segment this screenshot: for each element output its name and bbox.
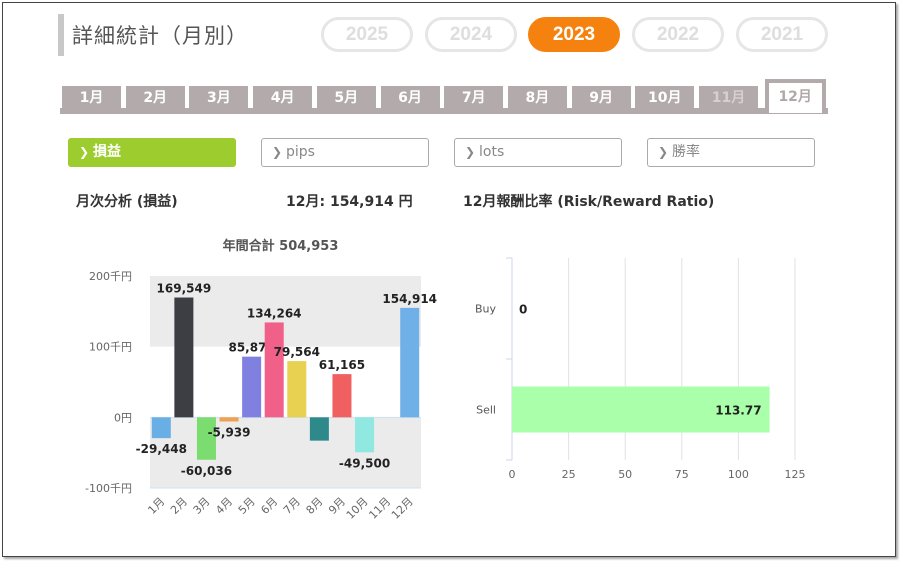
filter-label: pips: [286, 144, 315, 160]
y-tick-label: 200千円: [89, 270, 132, 283]
data-label-6: 134,264: [247, 306, 302, 320]
x-tick-label: 25: [562, 468, 576, 481]
x-tick-label: 3月: [191, 495, 213, 517]
x-tick-label: 0: [509, 468, 516, 481]
x-tick-label: 4月: [213, 495, 235, 517]
x-tick-label: 75: [675, 468, 689, 481]
monthly-pl-chart: 年間合計 504,953 200千円 100千円 0円 -100千円 -29,448 1月 1…: [85, 238, 437, 522]
bar-3: [196, 417, 216, 460]
filter-button-pl[interactable]: ❯ 損益: [68, 138, 236, 167]
bar-9: [332, 374, 352, 418]
month-tab-9[interactable]: 9月: [571, 86, 631, 111]
chevron-right-icon: ❯: [465, 145, 476, 159]
month-tab-7[interactable]: 7月: [444, 86, 504, 111]
rr-ratio-title: 12月報酬比率 (Risk/Reward Ratio): [463, 194, 715, 210]
month-tab-11[interactable]: 11月: [699, 86, 758, 111]
page-title: 詳細統計（月別）: [72, 24, 248, 48]
data-label-10: -49,500: [339, 456, 390, 470]
title-accent-bar: [58, 14, 64, 56]
monthly-analysis-label: 月次分析 (損益): [76, 194, 178, 210]
x-tick-label: 8月: [304, 495, 326, 517]
chevron-right-icon: ❯: [658, 145, 669, 159]
x-tick-label: 7月: [281, 495, 303, 517]
y-category-label: Sell: [476, 404, 496, 417]
year-button-2023[interactable]: 2023: [528, 17, 620, 52]
y-category-label: Buy: [475, 303, 497, 316]
bar-2: [174, 297, 194, 418]
bar-10: [355, 417, 375, 453]
x-tick-label: 10月: [344, 495, 371, 522]
month-tab-5[interactable]: 5月: [316, 86, 376, 111]
y-tick-label: -100千円: [85, 482, 132, 495]
data-label-sell: 113.77: [715, 404, 761, 418]
data-label-7: 79,564: [274, 345, 320, 359]
month-tab-8[interactable]: 8月: [507, 86, 567, 111]
bar-5: [242, 356, 262, 418]
bar-8: [309, 417, 329, 441]
month-tab-6[interactable]: 6月: [380, 86, 440, 111]
bar-sell: [512, 386, 770, 433]
x-tick-label: 1月: [145, 495, 167, 517]
x-tick-label: 12月: [389, 495, 416, 522]
x-tick-label: 6月: [258, 495, 280, 517]
year-button-2025[interactable]: 2025: [321, 17, 413, 52]
year-button-2024[interactable]: 2024: [425, 17, 517, 52]
shaded-band-1: [150, 276, 421, 347]
data-label-2: 169,549: [157, 282, 212, 296]
filter-button-lots[interactable]: ❯ lots: [454, 138, 622, 167]
month-tab-10[interactable]: 10月: [635, 86, 695, 111]
x-tick-label: 5月: [236, 495, 258, 517]
data-label-5: 85,872: [228, 341, 274, 355]
data-label-4: -5,939: [208, 426, 251, 440]
month-tabs-baseline: [60, 108, 828, 114]
data-label-9: 61,165: [319, 358, 365, 372]
month-tab-4[interactable]: 4月: [253, 86, 313, 111]
month-total-value: 12月: 154,914 円: [286, 194, 413, 210]
filter-label: lots: [479, 144, 505, 160]
month-tab-3[interactable]: 3月: [189, 86, 249, 111]
month-tab-1[interactable]: 1月: [62, 86, 121, 111]
data-label-3: -60,036: [181, 464, 232, 478]
bar-1: [151, 417, 171, 439]
x-tick-label: 2月: [168, 495, 190, 517]
chevron-right-icon: ❯: [272, 145, 283, 159]
filter-label: 勝率: [672, 144, 700, 160]
filter-label: 損益: [93, 144, 121, 160]
risk-reward-chart: 0 25 50 75 100 125 Buy 0 Sell 113.77: [475, 257, 806, 481]
bar-6: [264, 322, 284, 418]
bar-7: [287, 361, 307, 418]
chevron-right-icon: ❯: [79, 145, 90, 159]
bar-4: [219, 417, 239, 422]
year-button-2022[interactable]: 2022: [632, 17, 724, 52]
data-label-buy: 0: [519, 303, 527, 317]
chart-title: 年間合計 504,953: [223, 238, 339, 254]
x-tick-label: 50: [618, 468, 632, 481]
x-tick-label: 100: [728, 468, 749, 481]
year-button-2021[interactable]: 2021: [736, 17, 828, 52]
x-tick-label: 11月: [366, 495, 393, 522]
month-tab-12[interactable]: 12月: [764, 79, 826, 113]
y-tick-label: 100千円: [89, 341, 132, 354]
filter-button-win-rate[interactable]: ❯ 勝率: [647, 138, 815, 167]
data-label-1: -29,448: [136, 442, 187, 456]
x-tick-label: 125: [785, 468, 806, 481]
y-tick-label: 0円: [114, 411, 132, 424]
data-label-12: 154,914: [382, 292, 437, 306]
shaded-band-2: [150, 417, 421, 488]
month-tab-2[interactable]: 2月: [125, 86, 185, 111]
filter-button-pips[interactable]: ❯ pips: [261, 138, 429, 167]
bar-12: [400, 307, 420, 418]
